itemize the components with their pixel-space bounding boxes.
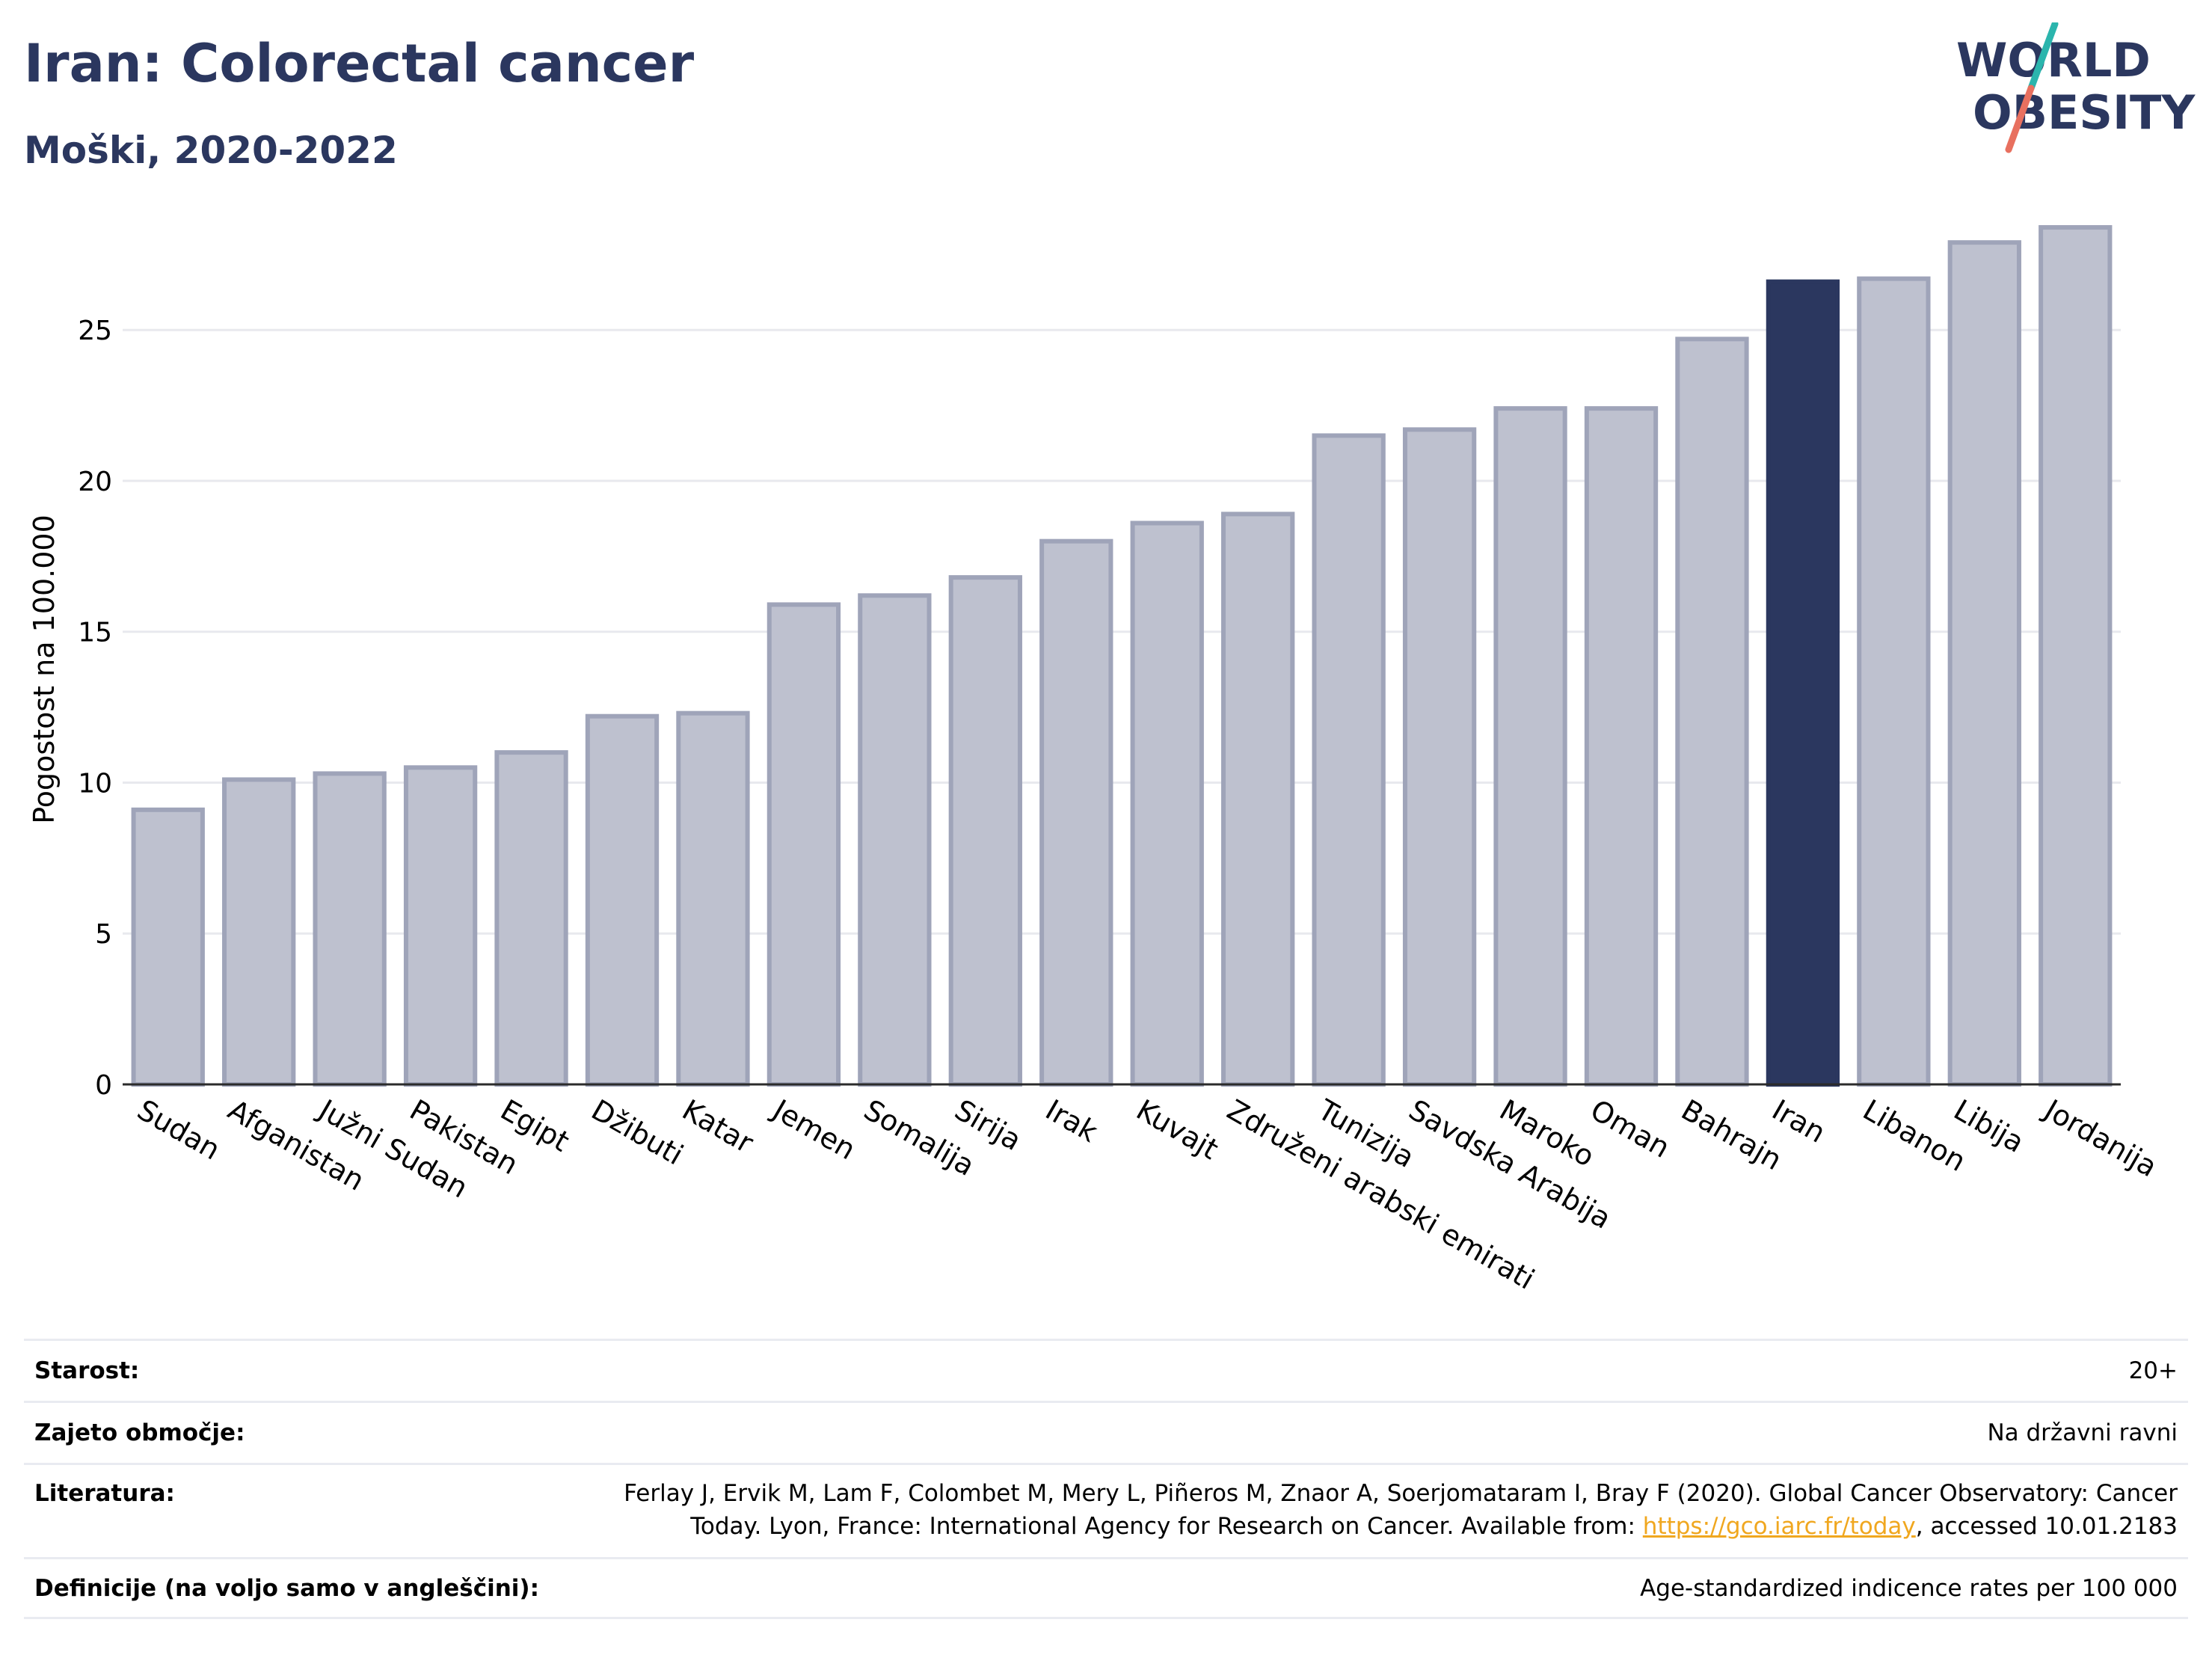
bar-iran xyxy=(1766,279,1840,1087)
x-tick-label: Libanon xyxy=(1858,1093,1971,1178)
bar-jemen xyxy=(766,602,841,1087)
bar-oman xyxy=(1584,406,1659,1087)
bar-bahrajn xyxy=(1675,337,1749,1087)
bar-džibuti xyxy=(585,713,660,1087)
y-axis-label: Pogostost na 100.000 xyxy=(28,515,61,824)
bar-pakistan xyxy=(403,765,478,1087)
x-tick-label: Jordanija xyxy=(2038,1093,2163,1184)
definitions-label: Definicije (na voljo samo v angleščini): xyxy=(34,1574,539,1602)
bar-egipt xyxy=(494,750,568,1087)
y-tick-label: 0 xyxy=(95,1070,112,1101)
x-tick-label: Kuvajt xyxy=(1131,1093,1223,1166)
coverage-value: Na državni ravni xyxy=(1987,1419,2178,1446)
info-row-definitions: Definicije (na voljo samo v angleščini):… xyxy=(24,1557,2188,1619)
info-row-age: Starost: 20+ xyxy=(24,1339,2188,1401)
bar-kuvajt xyxy=(1130,521,1204,1087)
logo-line1: WORLD xyxy=(1956,33,2151,87)
x-tick-label: Bahrajn xyxy=(1676,1093,1787,1177)
bar-afganistan xyxy=(222,777,296,1087)
bar-sudan xyxy=(131,807,205,1087)
literature-label: Literatura: xyxy=(34,1480,175,1507)
logo-slash-coral xyxy=(2005,85,2035,153)
page-title: Iran: Colorectal cancer xyxy=(24,33,695,94)
bars xyxy=(131,225,2113,1087)
logo-slash-teal xyxy=(2027,22,2059,92)
y-tick-label: 5 xyxy=(95,919,112,950)
x-tick-label: Irak xyxy=(1040,1093,1103,1149)
bar-sirija xyxy=(948,575,1022,1087)
info-row-coverage: Zajeto območje: Na državni ravni xyxy=(24,1401,2188,1463)
age-value: 20+ xyxy=(2128,1357,2178,1384)
bar-jordanija xyxy=(2039,225,2113,1087)
bar-libanon xyxy=(1857,276,1931,1087)
bar-libija xyxy=(1947,240,2021,1087)
world-obesity-logo: WORLD OBESITY xyxy=(1956,22,2196,153)
bar-somalija xyxy=(858,593,932,1087)
bar-južni-sudan xyxy=(313,771,387,1087)
coverage-label: Zajeto območje: xyxy=(34,1419,245,1446)
x-tick-label: Sudan xyxy=(132,1093,226,1167)
bar-irak xyxy=(1039,538,1113,1087)
bar-maroko xyxy=(1493,406,1567,1087)
literature-link[interactable]: https://gco.iarc.fr/today xyxy=(1642,1513,1916,1540)
y-tick-label: 10 xyxy=(78,768,112,799)
bar-tunizija xyxy=(1312,433,1386,1087)
y-tick-label: 15 xyxy=(78,618,112,648)
y-axis-ticks: 0 5 10 15 20 25 xyxy=(78,316,112,1101)
info-row-literature: Literatura: Ferlay J, Ervik M, Lam F, Co… xyxy=(24,1463,2188,1557)
page-subtitle: Moški, 2020-2022 xyxy=(24,129,398,172)
literature-line2-post: , accessed 10.01.2183 xyxy=(1915,1513,2178,1540)
y-tick-label: 25 xyxy=(78,316,112,346)
bar-savdska-arabija xyxy=(1402,427,1477,1087)
y-tick-label: 20 xyxy=(78,467,112,497)
x-tick-label: Džibuti xyxy=(586,1093,689,1172)
literature-value: Ferlay J, Ervik M, Lam F, Colombet M, Me… xyxy=(624,1477,2188,1543)
definitions-value: Age-standardized indicence rates per 100… xyxy=(1640,1574,2178,1602)
bar-združeni-arabski-emirati xyxy=(1221,512,1295,1087)
literature-line2-pre: Today. Lyon, France: International Agenc… xyxy=(690,1513,1643,1540)
x-tick-label: Oman xyxy=(1585,1093,1676,1164)
bar-katar xyxy=(676,710,750,1087)
age-label: Starost: xyxy=(34,1357,140,1384)
x-tick-label: Katar xyxy=(677,1093,759,1160)
info-table: Starost: 20+ Zajeto območje: Na državni … xyxy=(24,1339,2188,1619)
logo-line2: OBESITY xyxy=(1973,85,2196,140)
literature-line1: Ferlay J, Ervik M, Lam F, Colombet M, Me… xyxy=(624,1480,2178,1507)
x-tick-label: Jemen xyxy=(766,1093,861,1167)
